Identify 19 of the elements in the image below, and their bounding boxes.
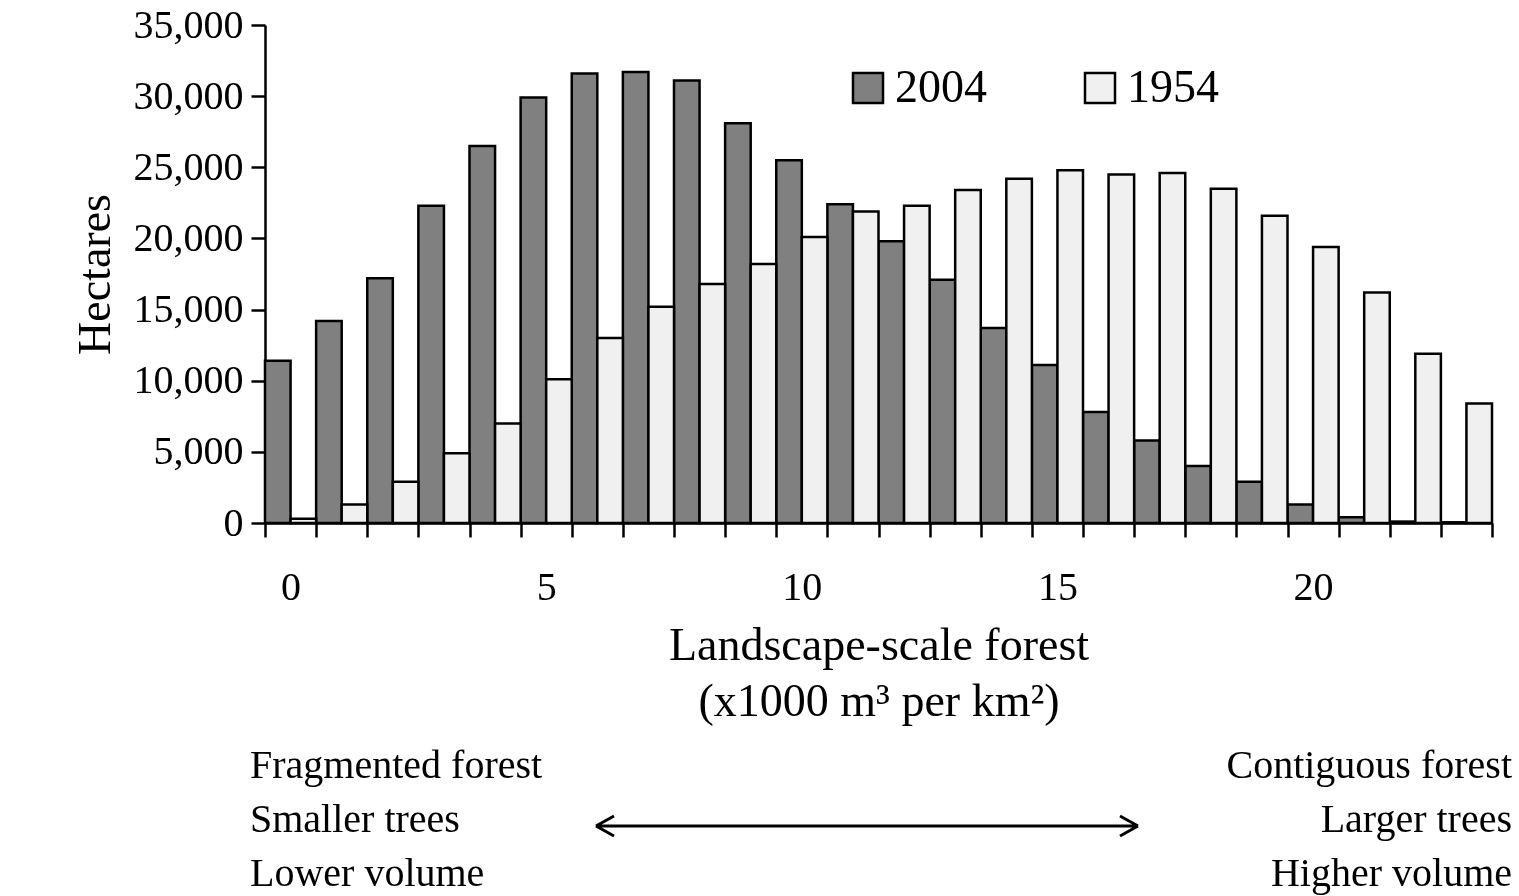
- x-tick-label: 5: [536, 563, 557, 609]
- x-tick-label: 0: [281, 563, 302, 609]
- y-tick-label: 0: [223, 499, 244, 545]
- legend-label: 2004: [895, 61, 987, 112]
- text: Contiguous forest Larger trees Higher volume: [1226, 741, 1512, 896]
- y-tick-label: 30,000: [133, 72, 244, 118]
- y-tick-label: 5,000: [153, 428, 244, 474]
- x-axis-title: Landscape-scale forest (x1000 m³ per km²): [668, 618, 1090, 726]
- y-tick-label: 10,000: [133, 357, 244, 403]
- y-tick-label: 20,000: [133, 214, 244, 260]
- y-axis-title: Hectares: [68, 194, 120, 355]
- y-tick-label: 15,000: [133, 286, 244, 332]
- text: Fragmented forest Smaller trees Lower volume: [250, 741, 543, 896]
- y-tick-label: 35,000: [133, 1, 244, 47]
- x-tick-label: 20: [1293, 563, 1334, 609]
- x-tick-label: 15: [1037, 563, 1078, 609]
- y-tick-label: 25,000: [133, 143, 244, 189]
- x-tick-label: 10: [782, 563, 823, 609]
- legend-label: 1954: [1127, 61, 1219, 112]
